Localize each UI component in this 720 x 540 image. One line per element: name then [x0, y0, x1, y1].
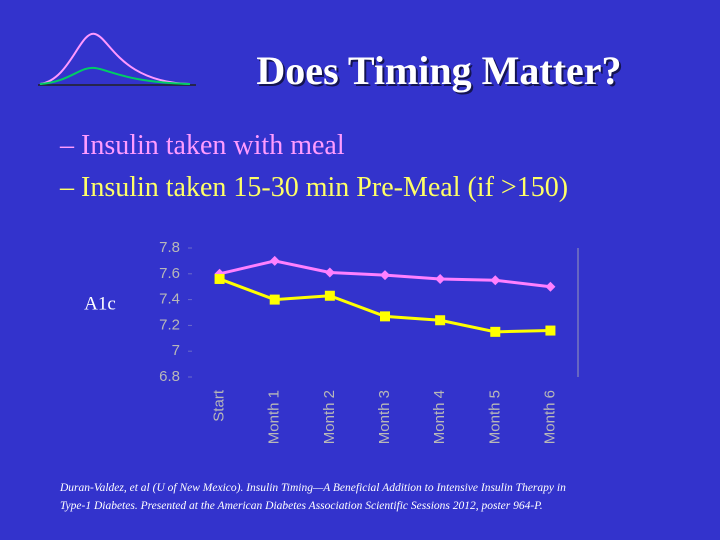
- y-tick-label: 7.2: [159, 316, 180, 333]
- y-tick-label: 7.6: [159, 265, 180, 282]
- marker: [490, 275, 501, 286]
- citation-line: Type-1 Diabetes. Presented at the Americ…: [60, 500, 543, 512]
- marker: [324, 290, 335, 301]
- y-tick-label: 7.8: [159, 239, 180, 256]
- x-tick-label: Month 1: [266, 390, 283, 444]
- marker: [324, 267, 335, 278]
- x-tick-label: Month 4: [431, 390, 448, 444]
- citation-line: Duran-Valdez, et al (U of New Mexico). I…: [59, 482, 566, 494]
- y-tick-label: 7.4: [159, 291, 180, 308]
- marker: [490, 326, 501, 337]
- y-axis-label: A1c: [84, 293, 116, 314]
- marker: [269, 294, 280, 305]
- x-tick-label: Month 2: [321, 390, 338, 444]
- x-tick-label: Start: [211, 389, 228, 422]
- x-tick-label: Month 3: [376, 390, 393, 444]
- marker: [545, 281, 556, 292]
- marker: [545, 325, 556, 336]
- title-shadow: Does Timing Matter?: [258, 50, 623, 95]
- marker: [380, 270, 390, 281]
- y-tick-label: 7: [172, 342, 180, 359]
- logo: [38, 32, 196, 86]
- marker: [214, 273, 225, 284]
- marker: [435, 273, 446, 284]
- citation: Duran-Valdez, et al (U of New Mexico). I…: [59, 482, 566, 512]
- x-tick-label: Month 5: [486, 390, 503, 444]
- bullet: – Insulin taken 15-30 min Pre-Meal (if >…: [59, 172, 568, 203]
- marker: [269, 255, 280, 266]
- bullet: – Insulin taken with meal: [59, 130, 345, 161]
- y-tick-label: 6.8: [159, 368, 180, 385]
- x-tick-label: Month 6: [541, 390, 558, 444]
- marker: [435, 315, 446, 326]
- marker: [380, 311, 390, 322]
- slide-title: Does Timing Matter?: [256, 48, 621, 93]
